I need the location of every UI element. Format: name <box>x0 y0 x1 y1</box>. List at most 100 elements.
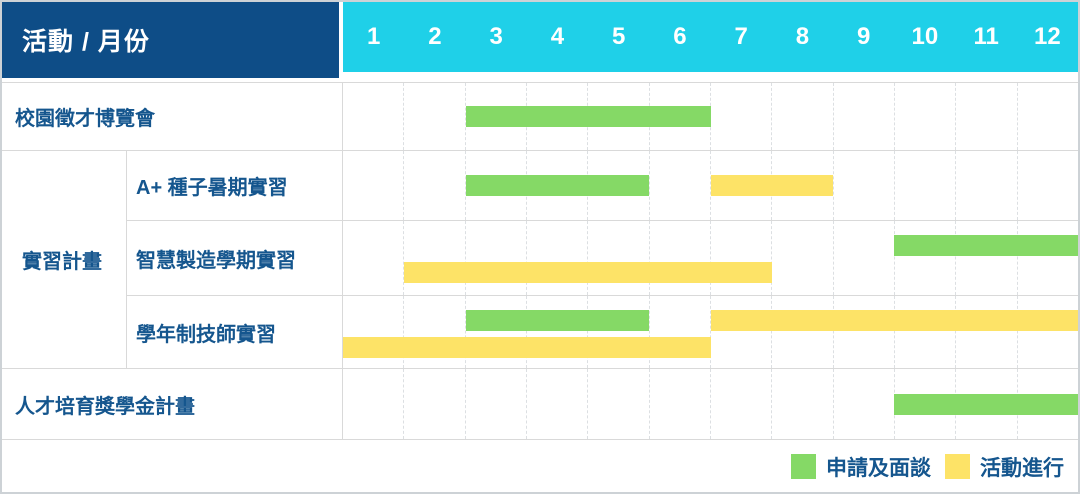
legend-swatch-green <box>791 454 816 479</box>
row-timeline <box>343 296 1078 368</box>
grid-cell <box>772 296 834 368</box>
month-gridlines <box>343 83 1078 150</box>
grid-cell <box>527 221 589 295</box>
corner-header: 活動 / 月份 <box>2 2 339 78</box>
legend-swatch-yellow <box>945 454 970 479</box>
legend-item: 申請及面談 <box>791 452 931 482</box>
grid-cell <box>772 221 834 295</box>
row-label: A+ 種子暑期實習 <box>127 151 343 220</box>
legend-item: 活動進行 <box>945 452 1064 482</box>
grid-cell <box>650 369 711 439</box>
grid-cell <box>834 221 895 295</box>
grid-cell <box>834 83 895 150</box>
gantt-bar-green <box>465 106 711 127</box>
grid-cell <box>588 296 650 368</box>
month-axis: 1 2 3 4 5 6 7 8 9 10 11 12 <box>343 2 1078 72</box>
month-label: 8 <box>795 23 810 50</box>
month-label: 5 <box>611 23 626 50</box>
grid-cell <box>527 369 589 439</box>
gantt-bar-yellow <box>710 175 833 196</box>
grid-cell <box>343 151 405 220</box>
grid-cell <box>1018 221 1078 295</box>
gantt-bar-yellow <box>404 262 772 283</box>
month-label: 9 <box>856 23 871 50</box>
row-label: 校園徵才博覽會 <box>2 83 343 150</box>
row-timeline <box>343 83 1078 150</box>
grid-cell <box>772 151 834 220</box>
row-timeline <box>343 151 1078 220</box>
grid-cell <box>772 369 834 439</box>
grid-cell <box>1018 83 1078 150</box>
grid-cell <box>343 296 405 368</box>
grid-cell <box>404 83 466 150</box>
legend-label: 申請及面談 <box>826 456 931 480</box>
grid-cell <box>343 369 405 439</box>
grid-cell <box>588 369 650 439</box>
grid-cell <box>956 296 1018 368</box>
row-label: 學年制技師實習 <box>127 296 343 368</box>
grid-cell <box>834 151 895 220</box>
chart-rows: 校園徵才博覽會 實習計畫 A+ 種子暑期實習 智慧製造學期實習 學年制技師實習 人才培育獎… <box>2 82 1078 440</box>
grid-cell <box>343 221 405 295</box>
grid-cell <box>404 221 466 295</box>
gantt-bar-green <box>465 310 650 331</box>
grid-cell <box>895 221 957 295</box>
row-timeline <box>343 221 1078 295</box>
month-label: 1 <box>366 23 381 50</box>
grid-cell <box>772 83 834 150</box>
table-row: 校園徵才博覽會 <box>2 83 1078 151</box>
month-label: 3 <box>489 23 503 50</box>
grid-cell <box>650 221 711 295</box>
row-label: 人才培育獎學金計畫 <box>2 369 343 439</box>
group-label: 實習計畫 <box>2 151 127 368</box>
grid-cell <box>527 296 589 368</box>
grid-cell <box>711 83 773 150</box>
header-row: 活動 / 月份 1 2 3 4 5 6 7 8 9 10 11 12 <box>2 2 1078 82</box>
month-label: 10 <box>911 23 939 50</box>
grid-cell <box>711 369 773 439</box>
row-timeline <box>343 369 1078 439</box>
grid-cell <box>588 221 650 295</box>
grid-cell <box>1018 151 1078 220</box>
grid-cell <box>956 221 1018 295</box>
legend-label: 活動進行 <box>980 456 1064 480</box>
group-row: 實習計畫 A+ 種子暑期實習 智慧製造學期實習 學年制技師實習 <box>2 151 1078 369</box>
grid-cell <box>466 369 527 439</box>
table-row: 智慧製造學期實習 <box>127 221 1078 296</box>
group-subrows: A+ 種子暑期實習 智慧製造學期實習 學年制技師實習 <box>127 151 1078 368</box>
grid-cell <box>895 83 957 150</box>
grid-cell <box>343 83 405 150</box>
month-label: 6 <box>673 23 687 50</box>
month-label: 2 <box>428 23 442 50</box>
table-row: 人才培育獎學金計畫 <box>2 369 1078 440</box>
grid-cell <box>711 221 773 295</box>
grid-cell <box>834 369 895 439</box>
month-label: 11 <box>973 23 999 50</box>
grid-cell <box>1018 296 1078 368</box>
gantt-bar-yellow <box>343 337 711 358</box>
legend: 申請及面談 活動進行 <box>2 440 1078 492</box>
gantt-bar-green <box>894 235 1078 256</box>
table-row: A+ 種子暑期實習 <box>127 151 1078 221</box>
grid-cell <box>711 296 773 368</box>
grid-cell <box>466 296 527 368</box>
grid-cell <box>404 296 466 368</box>
grid-cell <box>650 296 711 368</box>
grid-cell <box>895 296 957 368</box>
grid-cell <box>834 296 895 368</box>
gantt-bar-green <box>894 393 1078 415</box>
gantt-bar-green <box>465 175 650 196</box>
gantt-bar-yellow <box>710 310 1078 331</box>
row-label: 智慧製造學期實習 <box>127 221 343 295</box>
grid-cell <box>404 369 466 439</box>
grid-cell <box>956 151 1018 220</box>
grid-cell <box>466 221 527 295</box>
month-label: 4 <box>550 23 565 50</box>
table-row: 學年制技師實習 <box>127 296 1078 368</box>
month-gridlines <box>343 221 1078 295</box>
grid-cell <box>650 151 711 220</box>
grid-cell <box>895 151 957 220</box>
month-label: 12 <box>1034 23 1061 50</box>
grid-cell <box>956 83 1018 150</box>
